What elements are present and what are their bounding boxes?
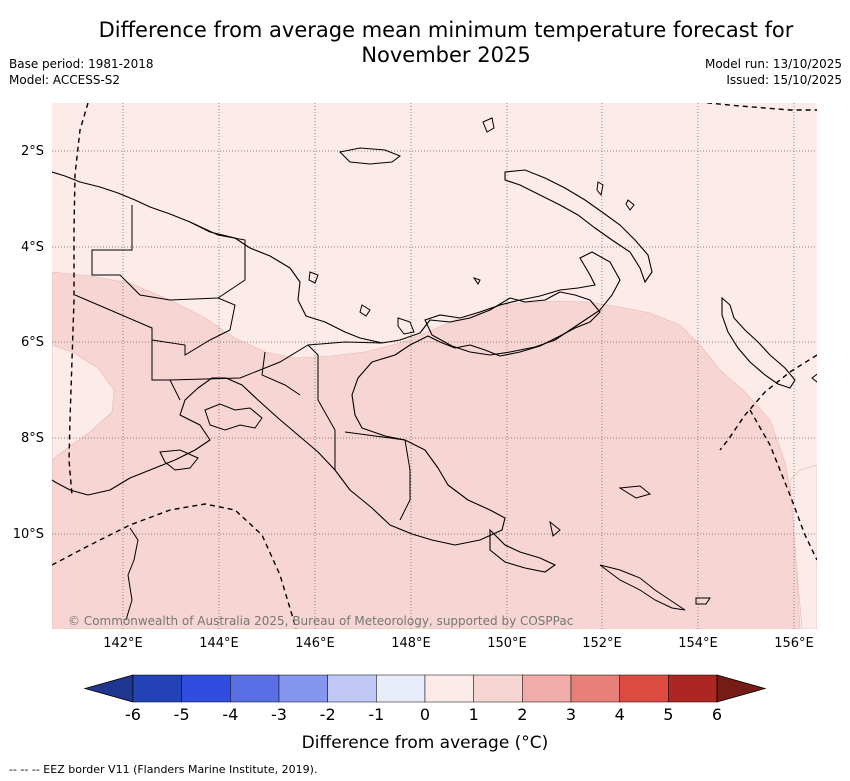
- model-run: Model run: 13/10/2025: [704, 57, 842, 71]
- colorbar-tick-label: -4: [222, 705, 239, 724]
- southeast-islands: [549, 373, 817, 611]
- colorbar-swatch: [473, 674, 523, 703]
- colorbar-swatch: [278, 674, 328, 703]
- copyright-notice: © Commonwealth of Australia 2025, Bureau…: [68, 614, 574, 628]
- colorbar-swatch: [424, 674, 474, 703]
- colorbar-swatch: [132, 674, 182, 703]
- colorbar-tick-label: 4: [614, 705, 625, 724]
- model-name: Model: ACCESS-S2: [9, 73, 121, 87]
- lat-label-10s: 10°S: [12, 527, 44, 542]
- lon-label-154e: 154°E: [678, 636, 718, 651]
- colorbar-tick-label: -3: [271, 705, 287, 724]
- lat-label-4s: 4°S: [20, 240, 44, 255]
- colorbar-extension-low: [83, 674, 134, 703]
- lon-label-152e: 152°E: [582, 636, 622, 651]
- colorbar-tick-label: -2: [319, 705, 336, 724]
- lon-label-148e: 148°E: [391, 636, 431, 651]
- colorbar-swatch: [522, 674, 572, 703]
- colorbar-swatch: [376, 674, 426, 703]
- title-line-1: Difference from average mean minimum tem…: [98, 18, 794, 42]
- meta-left: Base period: 1981-2018 Model: ACCESS-S2: [9, 56, 154, 88]
- new-britain: [424, 251, 621, 356]
- anomaly-pocket-east: [789, 464, 817, 629]
- anomaly-pocket-west: [52, 344, 115, 461]
- colorbar-swatch: [327, 674, 377, 703]
- lon-label-156e: 156°E: [774, 636, 814, 651]
- colorbar-swatch: [570, 674, 620, 703]
- map-title: Difference from average mean minimum tem…: [80, 18, 812, 68]
- title-line-2: November 2025: [361, 43, 531, 67]
- southern-coast-islands: [125, 449, 199, 621]
- colorbar-label: Difference from average (°C): [301, 733, 549, 753]
- lat-label-8s: 8°S: [20, 431, 44, 446]
- colorbar-swatch: [619, 674, 669, 703]
- colorbar-tick-label: -1: [368, 705, 385, 724]
- lat-label-2s: 2°S: [20, 144, 44, 159]
- lon-label-146e: 146°E: [295, 636, 335, 651]
- eez-footnote: -- -- -- EEZ border V11 (Flanders Marine…: [9, 763, 318, 776]
- lon-label-150e: 150°E: [487, 636, 527, 651]
- colorbar-tick-label: 0: [419, 705, 431, 724]
- lon-label-142e: 142°E: [103, 636, 143, 651]
- lon-label-144e: 144°E: [199, 636, 239, 651]
- lat-label-6s: 6°S: [20, 335, 44, 350]
- eez-borders: [52, 103, 817, 629]
- province-borders: [74, 205, 411, 521]
- northern-islands: [308, 117, 635, 335]
- colorbar-swatch: [668, 674, 718, 703]
- colorbar-tick-label: -6: [125, 705, 141, 724]
- fly-river-delta: [204, 403, 263, 431]
- colorbar-swatch: [181, 674, 231, 703]
- colorbar-tick-label: 6: [711, 705, 723, 724]
- colorbar-extension-high: [716, 674, 767, 703]
- colorbar-tick-label: 2: [517, 705, 528, 724]
- bougainville: [721, 296, 796, 389]
- colorbar: [83, 674, 767, 703]
- manus-island: [338, 147, 402, 165]
- colorbar-tick-label: -5: [173, 705, 190, 724]
- papuan-peninsula: [489, 528, 557, 573]
- meta-right: Model run: 13/10/2025 Issued: 15/10/2025: [705, 56, 842, 88]
- colorbar-swatch: [230, 674, 280, 703]
- colorbar-tick-label: 1: [468, 705, 479, 724]
- colorbar-tick-label: 5: [663, 705, 674, 724]
- new-ireland: [504, 169, 653, 284]
- colorbar-tick-label: 3: [565, 705, 577, 724]
- issued-date: Issued: 15/10/2025: [726, 73, 842, 87]
- base-period: Base period: 1981-2018: [9, 57, 154, 71]
